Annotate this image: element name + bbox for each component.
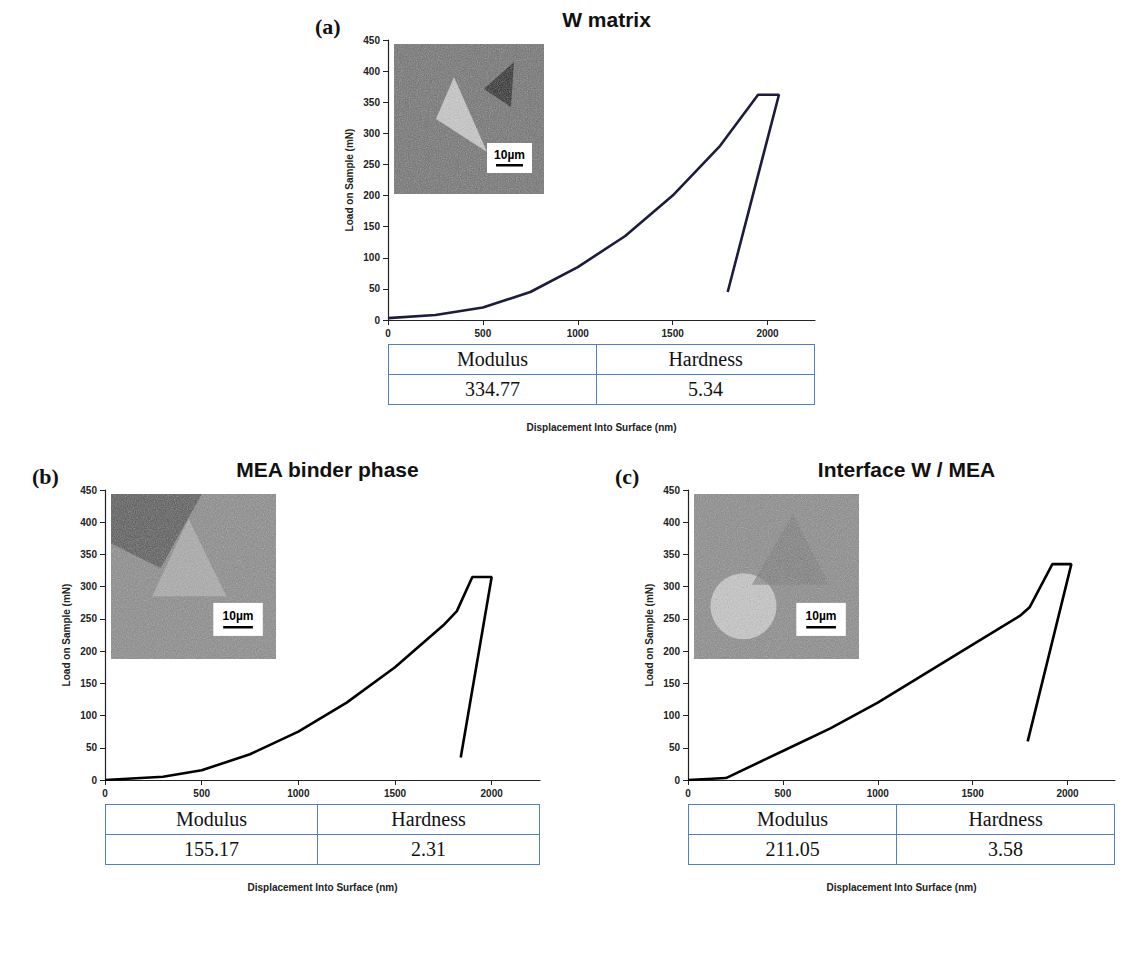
svg-text:10µm: 10µm — [494, 148, 525, 162]
svg-text:0: 0 — [674, 775, 680, 786]
svg-text:2000: 2000 — [756, 328, 779, 339]
svg-text:300: 300 — [80, 581, 97, 592]
svg-text:1000: 1000 — [567, 328, 590, 339]
svg-text:0: 0 — [102, 788, 108, 799]
svg-text:0: 0 — [91, 775, 97, 786]
svg-text:10µm: 10µm — [806, 609, 837, 623]
svg-text:200: 200 — [663, 646, 680, 657]
svg-text:1500: 1500 — [662, 328, 685, 339]
svg-text:Displacement Into Surface (nm): Displacement Into Surface (nm) — [247, 882, 397, 893]
svg-text:1000: 1000 — [867, 788, 890, 799]
svg-text:450: 450 — [80, 485, 97, 496]
svg-text:250: 250 — [80, 613, 97, 624]
svg-text:1500: 1500 — [962, 788, 985, 799]
svg-text:50: 50 — [669, 742, 681, 753]
svg-text:W matrix: W matrix — [562, 8, 651, 31]
svg-text:150: 150 — [663, 678, 680, 689]
svg-text:Interface W / MEA: Interface W / MEA — [818, 458, 995, 481]
svg-text:300: 300 — [663, 581, 680, 592]
svg-text:0: 0 — [374, 315, 380, 326]
html-text:Hardness: Hardness — [668, 348, 743, 370]
svg-text:MEA binder phase: MEA binder phase — [236, 458, 418, 481]
svg-text:400: 400 — [80, 517, 97, 528]
html-text:3.58: 3.58 — [988, 838, 1024, 860]
svg-text:500: 500 — [475, 328, 492, 339]
html-text:Modulus: Modulus — [176, 808, 248, 830]
html-text:5.34: 5.34 — [688, 378, 724, 400]
html-text:334.77: 334.77 — [465, 378, 521, 400]
svg-text:150: 150 — [80, 678, 97, 689]
svg-text:200: 200 — [363, 190, 380, 201]
svg-text:Load on Sample (mN): Load on Sample (mN) — [61, 584, 72, 687]
svg-text:400: 400 — [663, 517, 680, 528]
svg-text:50: 50 — [86, 742, 98, 753]
svg-text:50: 50 — [369, 283, 381, 294]
svg-text:350: 350 — [663, 549, 680, 560]
svg-text:(c): (c) — [615, 464, 639, 489]
svg-text:2000: 2000 — [481, 788, 504, 799]
svg-text:500: 500 — [193, 788, 210, 799]
svg-text:200: 200 — [80, 646, 97, 657]
svg-text:Load on Sample (mN): Load on Sample (mN) — [344, 129, 355, 232]
svg-text:300: 300 — [363, 128, 380, 139]
svg-text:100: 100 — [363, 252, 380, 263]
svg-text:2000: 2000 — [1056, 788, 1079, 799]
svg-text:400: 400 — [363, 66, 380, 77]
svg-text:10µm: 10µm — [223, 609, 254, 623]
svg-text:Displacement Into Surface (nm): Displacement Into Surface (nm) — [826, 882, 976, 893]
svg-text:450: 450 — [663, 485, 680, 496]
html-text:Modulus: Modulus — [457, 348, 529, 370]
svg-text:250: 250 — [363, 159, 380, 170]
svg-text:Load on Sample (mN): Load on Sample (mN) — [644, 584, 655, 687]
svg-text:150: 150 — [363, 221, 380, 232]
svg-text:450: 450 — [363, 35, 380, 46]
html-text:Hardness: Hardness — [391, 808, 466, 830]
svg-text:1000: 1000 — [287, 788, 310, 799]
html-text:155.17: 155.17 — [184, 838, 240, 860]
svg-text:(a): (a) — [315, 14, 341, 39]
svg-text:Displacement Into Surface (nm): Displacement Into Surface (nm) — [526, 422, 676, 433]
svg-text:0: 0 — [385, 328, 391, 339]
html-text:Hardness: Hardness — [968, 808, 1043, 830]
svg-text:100: 100 — [663, 710, 680, 721]
svg-text:(b): (b) — [32, 464, 59, 489]
svg-text:100: 100 — [80, 710, 97, 721]
svg-text:350: 350 — [363, 97, 380, 108]
html-text:Modulus: Modulus — [757, 808, 829, 830]
html-text:211.05: 211.05 — [765, 838, 820, 860]
svg-text:1500: 1500 — [384, 788, 407, 799]
svg-text:250: 250 — [663, 613, 680, 624]
svg-text:350: 350 — [80, 549, 97, 560]
html-text:2.31: 2.31 — [411, 838, 447, 860]
svg-text:500: 500 — [775, 788, 792, 799]
svg-text:0: 0 — [685, 788, 691, 799]
